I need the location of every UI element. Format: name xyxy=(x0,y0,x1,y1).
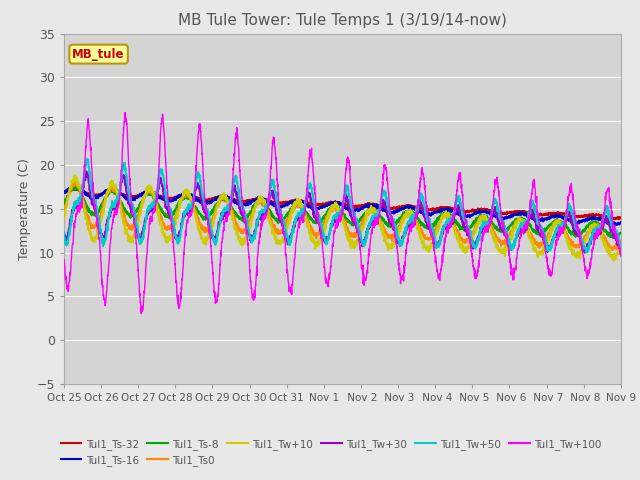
Legend: Tul1_Ts-32, Tul1_Ts-16, Tul1_Ts-8, Tul1_Ts0, Tul1_Tw+10, Tul1_Tw+30, Tul1_Tw+50,: Tul1_Ts-32, Tul1_Ts-16, Tul1_Ts-8, Tul1_… xyxy=(56,434,606,470)
Title: MB Tule Tower: Tule Temps 1 (3/19/14-now): MB Tule Tower: Tule Temps 1 (3/19/14-now… xyxy=(178,13,507,28)
Text: MB_tule: MB_tule xyxy=(72,48,125,60)
Y-axis label: Temperature (C): Temperature (C) xyxy=(18,158,31,260)
